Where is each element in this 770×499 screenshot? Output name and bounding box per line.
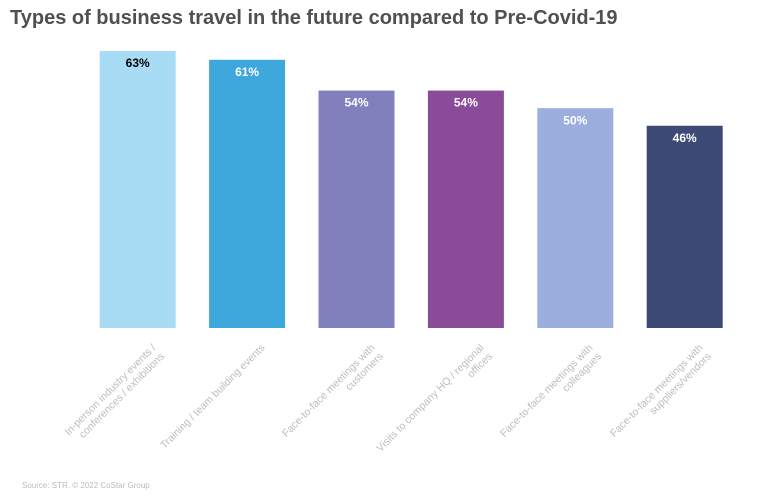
value-label: 50% [563, 113, 587, 127]
value-label: 63% [126, 56, 150, 70]
chart-title: Types of business travel in the future c… [10, 7, 618, 29]
value-label: 54% [344, 96, 368, 110]
value-label: 46% [673, 131, 697, 145]
source: Source: STR. © 2022 CoStar Group [22, 481, 150, 490]
value-label: 54% [454, 96, 478, 110]
value-label: 61% [235, 65, 259, 79]
bar [646, 125, 723, 328]
bar [427, 90, 504, 328]
bar [99, 51, 176, 328]
bar [318, 90, 395, 328]
bar [209, 59, 286, 329]
bar [537, 108, 614, 329]
